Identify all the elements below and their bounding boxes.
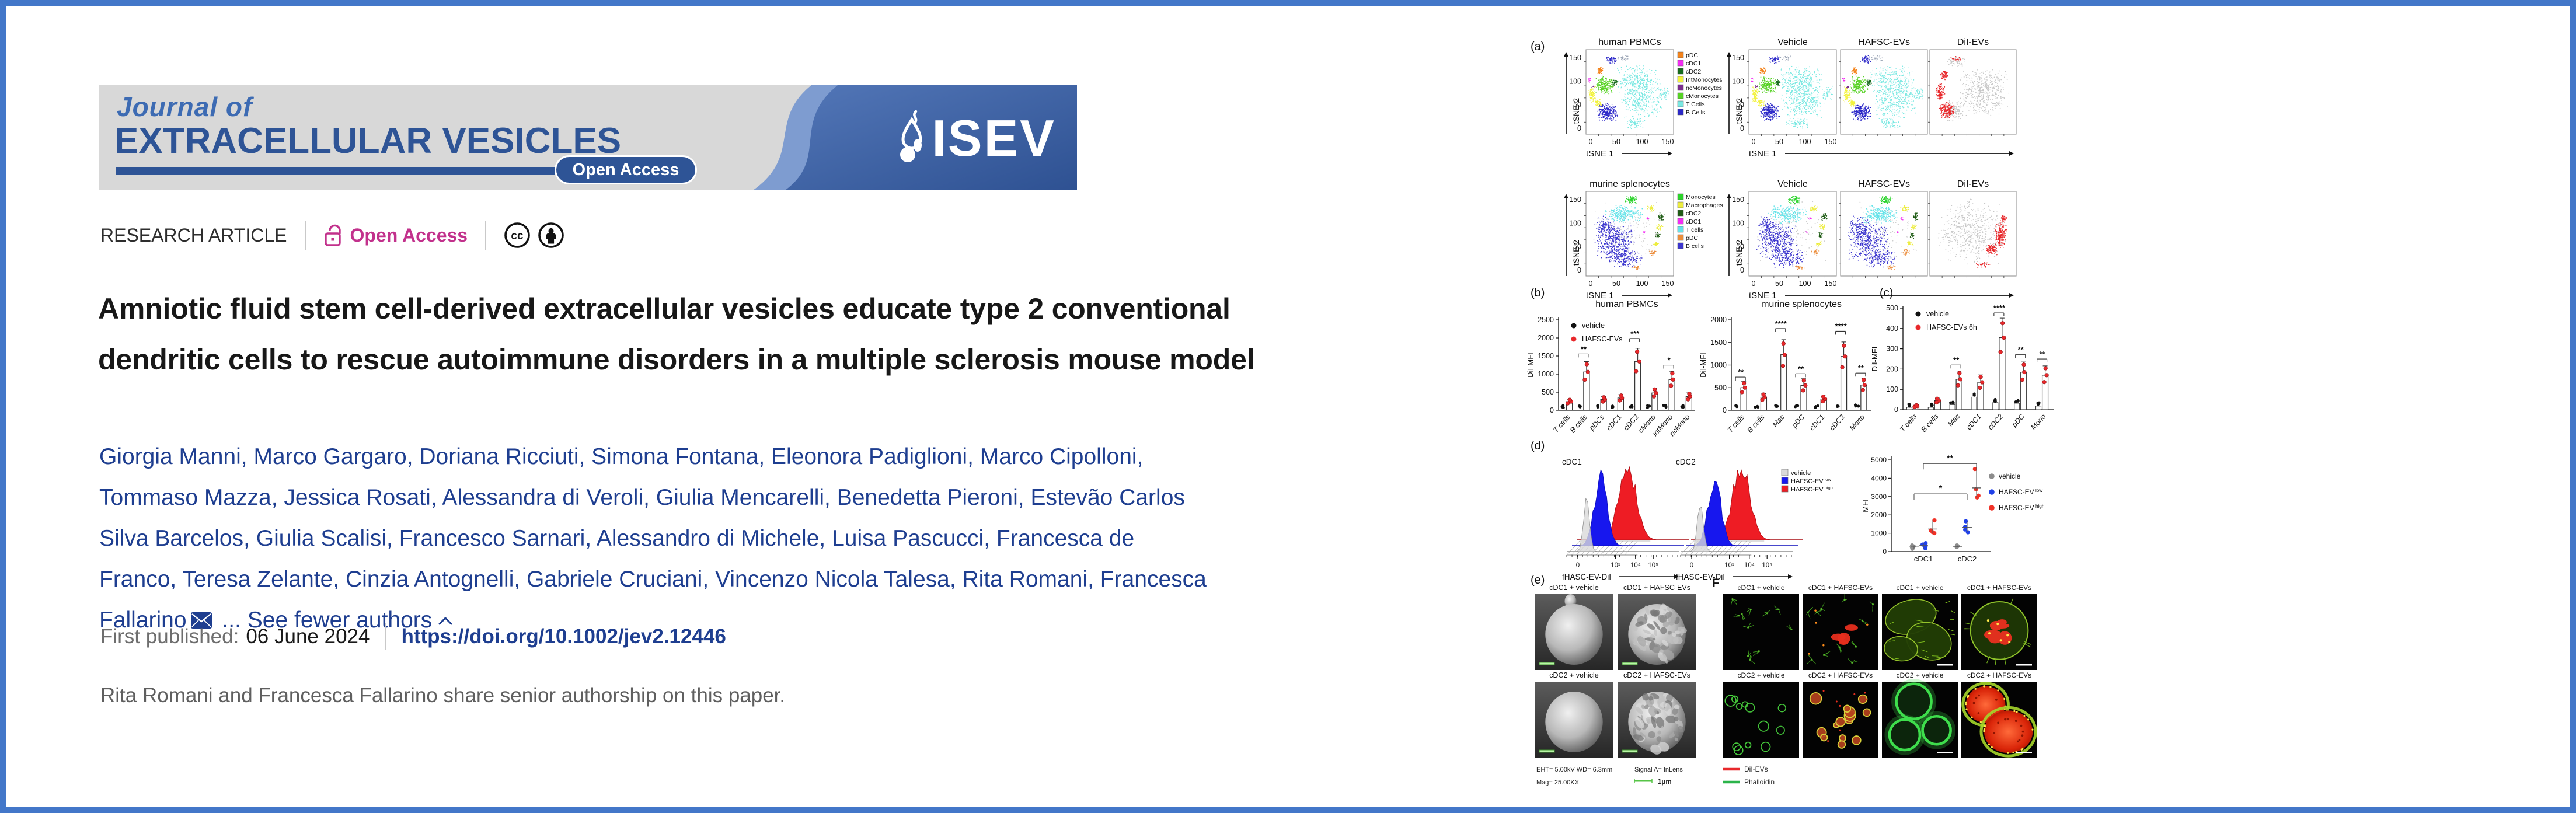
author-separator: ,: [1017, 485, 1031, 510]
isev-logo: ISEV: [898, 109, 1056, 168]
author-separator: ,: [243, 526, 256, 551]
author-separator: ,: [514, 567, 527, 592]
banner-journal-of: Journal of: [117, 92, 253, 122]
author-separator: ,: [585, 526, 597, 551]
doi-link[interactable]: https://doi.org/10.1002/jev2.12446: [401, 625, 726, 648]
cc-by-person-icon[interactable]: [538, 222, 564, 249]
publication-row: First published: 06 June 2024 https://do…: [100, 623, 726, 650]
open-lock-icon: [324, 224, 341, 246]
author-link[interactable]: Gabriele Cruciani: [527, 567, 703, 592]
author-separator: ,: [386, 526, 399, 551]
svg-text:(a): (a): [1531, 40, 1545, 53]
author-link[interactable]: Eleonora Padiglioni: [771, 444, 968, 469]
author-link[interactable]: Luisa Pascucci: [832, 526, 984, 551]
author-separator: ,: [170, 567, 183, 592]
divider: [304, 221, 306, 250]
author-link[interactable]: Cinzia Antognelli: [346, 567, 514, 592]
author-separator: ,: [819, 526, 832, 551]
author-separator: ,: [758, 444, 772, 469]
author-separator: ,: [333, 567, 346, 592]
authors-ellipsis: ...: [215, 608, 248, 633]
author-separator: ,: [271, 485, 284, 510]
article-type-label: RESEARCH ARTICLE: [100, 224, 287, 246]
author-separator: ,: [643, 485, 656, 510]
author-link[interactable]: Giulia Scalisi: [256, 526, 387, 551]
author-separator: ,: [984, 526, 996, 551]
author-link[interactable]: Rita Romani: [962, 567, 1088, 592]
author-list: Giorgia Manni, Marco Gargaro, Doriana Ri…: [99, 437, 1217, 641]
author-link[interactable]: Benedetta Pieroni: [836, 485, 1018, 510]
author-separator: ,: [824, 485, 837, 510]
email-icon[interactable]: [190, 612, 212, 629]
svg-text:cc: cc: [511, 230, 524, 242]
open-access-label: Open Access: [350, 224, 468, 246]
author-link[interactable]: Giorgia Manni: [99, 444, 241, 469]
chevron-up-icon[interactable]: [438, 616, 453, 626]
author-link[interactable]: Francesca de Franco: [99, 526, 1135, 592]
svg-text:HAFSC-EVs: HAFSC-EVs: [1858, 37, 1910, 47]
divider: [385, 623, 386, 650]
author-link[interactable]: Estevão Carlos Silva Barcelos: [99, 485, 1185, 551]
author-link[interactable]: Francesco Sarnari: [399, 526, 585, 551]
svg-text:DiI-EVs: DiI-EVs: [1957, 37, 1989, 47]
article-title: Amniotic fluid stem cell-derived extrace…: [98, 292, 1255, 376]
first-published-label: First published:: [100, 625, 239, 648]
author-link[interactable]: Vincenzo Nicola Talesa: [715, 567, 950, 592]
author-link[interactable]: Alessandro di Michele: [596, 526, 820, 551]
article-meta-row: RESEARCH ARTICLE Open Access cc: [100, 221, 564, 250]
author-separator: ,: [1137, 444, 1144, 469]
see-fewer-authors-link[interactable]: See fewer authors: [247, 608, 433, 633]
journal-banner[interactable]: Journal of EXTRACELLULAR VESICLES Open A…: [99, 85, 1077, 190]
divider: [485, 221, 487, 250]
author-separator: ,: [949, 567, 963, 592]
author-link[interactable]: Doriana Ricciuti: [419, 444, 579, 469]
author-separator: ,: [240, 444, 254, 469]
author-separator: ,: [967, 444, 980, 469]
svg-text:Vehicle: Vehicle: [1777, 37, 1808, 47]
author-link[interactable]: Alessandra di Veroli: [442, 485, 644, 510]
graphical-abstract-figure[interactable]: (a) human PBMCs Vehicle HAFSC-EVs DiI-EVs pDC…: [1518, 33, 2069, 794]
author-link[interactable]: Teresa Zelante: [182, 567, 333, 592]
author-link[interactable]: Simona Fontana: [591, 444, 759, 469]
author-link[interactable]: Giulia Mencarelli: [656, 485, 825, 510]
author-separator: ,: [702, 567, 716, 592]
svg-text:human PBMCs: human PBMCs: [1598, 37, 1661, 47]
isev-wordmark: ISEV: [932, 109, 1056, 167]
author-link[interactable]: Jessica Rosati: [284, 485, 431, 510]
figure-canvas[interactable]: (a) human PBMCs Vehicle HAFSC-EVs DiI-EVspDC…: [1518, 33, 2069, 794]
cc-icon[interactable]: cc: [504, 222, 531, 249]
author-separator: ,: [1087, 567, 1100, 592]
author-link[interactable]: Tommaso Mazza: [99, 485, 271, 510]
publication-date: 06 June 2024: [246, 625, 370, 648]
author-link[interactable]: Francesca Fallarino: [99, 567, 1207, 633]
senior-authorship-note: Rita Romani and Francesca Fallarino shar…: [100, 684, 786, 707]
isev-flame-icon: [900, 110, 922, 162]
author-separator: ,: [578, 444, 592, 469]
author-link[interactable]: Marco Gargaro: [253, 444, 407, 469]
banner-open-access-badge: Open Access: [555, 155, 697, 184]
author-separator: ,: [430, 485, 442, 510]
banner-journal-title: EXTRACELLULAR VESICLES: [114, 121, 622, 161]
banner-rule: [116, 167, 676, 175]
author-separator: ,: [406, 444, 420, 469]
banner-swoosh-graphic: [753, 85, 1077, 190]
license-icons[interactable]: cc: [504, 222, 564, 249]
author-link[interactable]: Marco Cipolloni: [979, 444, 1137, 469]
